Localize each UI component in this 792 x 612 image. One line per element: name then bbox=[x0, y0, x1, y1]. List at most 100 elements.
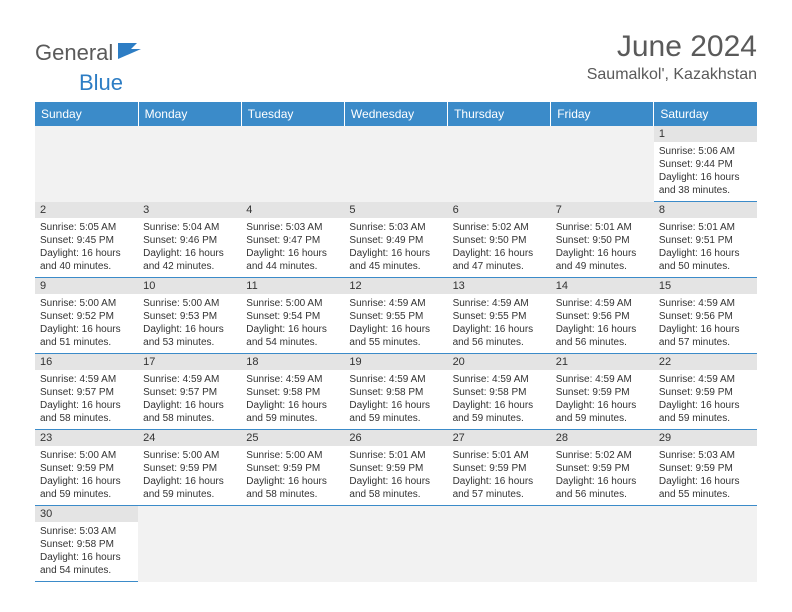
day-number: 19 bbox=[344, 354, 447, 370]
calendar-day-cell: 22Sunrise: 4:59 AMSunset: 9:59 PMDayligh… bbox=[654, 354, 757, 430]
sunset-line: Sunset: 9:56 PM bbox=[659, 310, 752, 323]
day-number: 2 bbox=[35, 202, 138, 218]
day-number: 7 bbox=[551, 202, 654, 218]
sunrise-line: Sunrise: 4:59 AM bbox=[556, 297, 649, 310]
sunrise-line: Sunrise: 5:06 AM bbox=[659, 145, 752, 158]
calendar-day-cell: 8Sunrise: 5:01 AMSunset: 9:51 PMDaylight… bbox=[654, 202, 757, 278]
sunrise-line: Sunrise: 5:03 AM bbox=[40, 525, 133, 538]
daylight-line: Daylight: 16 hours and 55 minutes. bbox=[349, 323, 442, 349]
day-details: Sunrise: 5:00 AMSunset: 9:59 PMDaylight:… bbox=[35, 446, 138, 505]
daylight-line: Daylight: 16 hours and 59 minutes. bbox=[659, 399, 752, 425]
calendar-day-cell: 24Sunrise: 5:00 AMSunset: 9:59 PMDayligh… bbox=[138, 430, 241, 506]
sunset-line: Sunset: 9:59 PM bbox=[659, 462, 752, 475]
sunset-line: Sunset: 9:59 PM bbox=[659, 386, 752, 399]
day-details: Sunrise: 5:03 AMSunset: 9:47 PMDaylight:… bbox=[241, 218, 344, 277]
day-details: Sunrise: 5:00 AMSunset: 9:59 PMDaylight:… bbox=[241, 446, 344, 505]
calendar-day-cell: 26Sunrise: 5:01 AMSunset: 9:59 PMDayligh… bbox=[344, 430, 447, 506]
day-number: 26 bbox=[344, 430, 447, 446]
day-details: Sunrise: 4:59 AMSunset: 9:58 PMDaylight:… bbox=[448, 370, 551, 429]
weekday-header: Monday bbox=[138, 102, 241, 126]
daylight-line: Daylight: 16 hours and 57 minutes. bbox=[453, 475, 546, 501]
sunrise-line: Sunrise: 5:02 AM bbox=[556, 449, 649, 462]
day-details: Sunrise: 4:59 AMSunset: 9:55 PMDaylight:… bbox=[448, 294, 551, 353]
daylight-line: Daylight: 16 hours and 57 minutes. bbox=[659, 323, 752, 349]
calendar-week-row: 1Sunrise: 5:06 AMSunset: 9:44 PMDaylight… bbox=[35, 126, 757, 202]
day-number: 23 bbox=[35, 430, 138, 446]
day-details: Sunrise: 5:03 AMSunset: 9:49 PMDaylight:… bbox=[344, 218, 447, 277]
calendar-day-cell: 9Sunrise: 5:00 AMSunset: 9:52 PMDaylight… bbox=[35, 278, 138, 354]
calendar-day-cell bbox=[654, 506, 757, 582]
sunset-line: Sunset: 9:49 PM bbox=[349, 234, 442, 247]
sunset-line: Sunset: 9:57 PM bbox=[143, 386, 236, 399]
sunset-line: Sunset: 9:45 PM bbox=[40, 234, 133, 247]
day-number: 24 bbox=[138, 430, 241, 446]
daylight-line: Daylight: 16 hours and 53 minutes. bbox=[143, 323, 236, 349]
day-number: 20 bbox=[448, 354, 551, 370]
day-number: 3 bbox=[138, 202, 241, 218]
flag-icon bbox=[117, 42, 143, 65]
sunset-line: Sunset: 9:50 PM bbox=[556, 234, 649, 247]
calendar-day-cell: 5Sunrise: 5:03 AMSunset: 9:49 PMDaylight… bbox=[344, 202, 447, 278]
calendar-day-cell: 4Sunrise: 5:03 AMSunset: 9:47 PMDaylight… bbox=[241, 202, 344, 278]
sunrise-line: Sunrise: 5:00 AM bbox=[143, 297, 236, 310]
day-details: Sunrise: 4:59 AMSunset: 9:59 PMDaylight:… bbox=[654, 370, 757, 429]
day-details: Sunrise: 4:59 AMSunset: 9:56 PMDaylight:… bbox=[551, 294, 654, 353]
calendar-day-cell: 15Sunrise: 4:59 AMSunset: 9:56 PMDayligh… bbox=[654, 278, 757, 354]
daylight-line: Daylight: 16 hours and 59 minutes. bbox=[246, 399, 339, 425]
day-number: 29 bbox=[654, 430, 757, 446]
calendar-day-cell bbox=[344, 506, 447, 582]
sunrise-line: Sunrise: 4:59 AM bbox=[349, 297, 442, 310]
calendar-day-cell bbox=[138, 506, 241, 582]
weekday-header: Friday bbox=[551, 102, 654, 126]
day-details: Sunrise: 5:06 AMSunset: 9:44 PMDaylight:… bbox=[654, 142, 757, 201]
daylight-line: Daylight: 16 hours and 38 minutes. bbox=[659, 171, 752, 197]
calendar-week-row: 9Sunrise: 5:00 AMSunset: 9:52 PMDaylight… bbox=[35, 278, 757, 354]
day-number: 14 bbox=[551, 278, 654, 294]
calendar-day-cell: 10Sunrise: 5:00 AMSunset: 9:53 PMDayligh… bbox=[138, 278, 241, 354]
sunrise-line: Sunrise: 5:00 AM bbox=[246, 449, 339, 462]
day-details: Sunrise: 5:01 AMSunset: 9:59 PMDaylight:… bbox=[344, 446, 447, 505]
sunset-line: Sunset: 9:50 PM bbox=[453, 234, 546, 247]
sunset-line: Sunset: 9:58 PM bbox=[40, 538, 133, 551]
daylight-line: Daylight: 16 hours and 47 minutes. bbox=[453, 247, 546, 273]
logo-text-general: General bbox=[35, 40, 113, 66]
sunrise-line: Sunrise: 4:59 AM bbox=[143, 373, 236, 386]
day-details: Sunrise: 4:59 AMSunset: 9:58 PMDaylight:… bbox=[344, 370, 447, 429]
calendar-day-cell: 23Sunrise: 5:00 AMSunset: 9:59 PMDayligh… bbox=[35, 430, 138, 506]
sunset-line: Sunset: 9:47 PM bbox=[246, 234, 339, 247]
daylight-line: Daylight: 16 hours and 56 minutes. bbox=[556, 475, 649, 501]
day-number: 9 bbox=[35, 278, 138, 294]
daylight-line: Daylight: 16 hours and 58 minutes. bbox=[349, 475, 442, 501]
calendar-day-cell bbox=[344, 126, 447, 202]
sunrise-line: Sunrise: 5:02 AM bbox=[453, 221, 546, 234]
daylight-line: Daylight: 16 hours and 56 minutes. bbox=[453, 323, 546, 349]
calendar-day-cell bbox=[35, 126, 138, 202]
daylight-line: Daylight: 16 hours and 59 minutes. bbox=[453, 399, 546, 425]
weekday-header: Saturday bbox=[654, 102, 757, 126]
day-details: Sunrise: 5:01 AMSunset: 9:59 PMDaylight:… bbox=[448, 446, 551, 505]
day-number: 27 bbox=[448, 430, 551, 446]
day-number: 25 bbox=[241, 430, 344, 446]
day-number: 18 bbox=[241, 354, 344, 370]
sunset-line: Sunset: 9:59 PM bbox=[556, 386, 649, 399]
sunset-line: Sunset: 9:55 PM bbox=[349, 310, 442, 323]
day-details: Sunrise: 5:00 AMSunset: 9:52 PMDaylight:… bbox=[35, 294, 138, 353]
day-details: Sunrise: 5:01 AMSunset: 9:51 PMDaylight:… bbox=[654, 218, 757, 277]
calendar-day-cell bbox=[551, 126, 654, 202]
daylight-line: Daylight: 16 hours and 44 minutes. bbox=[246, 247, 339, 273]
sunrise-line: Sunrise: 5:01 AM bbox=[556, 221, 649, 234]
daylight-line: Daylight: 16 hours and 56 minutes. bbox=[556, 323, 649, 349]
calendar-day-cell bbox=[241, 506, 344, 582]
sunrise-line: Sunrise: 4:59 AM bbox=[453, 373, 546, 386]
calendar-day-cell: 14Sunrise: 4:59 AMSunset: 9:56 PMDayligh… bbox=[551, 278, 654, 354]
calendar-day-cell: 19Sunrise: 4:59 AMSunset: 9:58 PMDayligh… bbox=[344, 354, 447, 430]
day-number: 15 bbox=[654, 278, 757, 294]
logo-text-blue: Blue bbox=[79, 70, 792, 96]
sunrise-line: Sunrise: 4:59 AM bbox=[659, 373, 752, 386]
day-details: Sunrise: 4:59 AMSunset: 9:55 PMDaylight:… bbox=[344, 294, 447, 353]
calendar-day-cell: 12Sunrise: 4:59 AMSunset: 9:55 PMDayligh… bbox=[344, 278, 447, 354]
calendar-day-cell: 1Sunrise: 5:06 AMSunset: 9:44 PMDaylight… bbox=[654, 126, 757, 202]
sunset-line: Sunset: 9:56 PM bbox=[556, 310, 649, 323]
sunset-line: Sunset: 9:59 PM bbox=[246, 462, 339, 475]
day-details: Sunrise: 5:04 AMSunset: 9:46 PMDaylight:… bbox=[138, 218, 241, 277]
